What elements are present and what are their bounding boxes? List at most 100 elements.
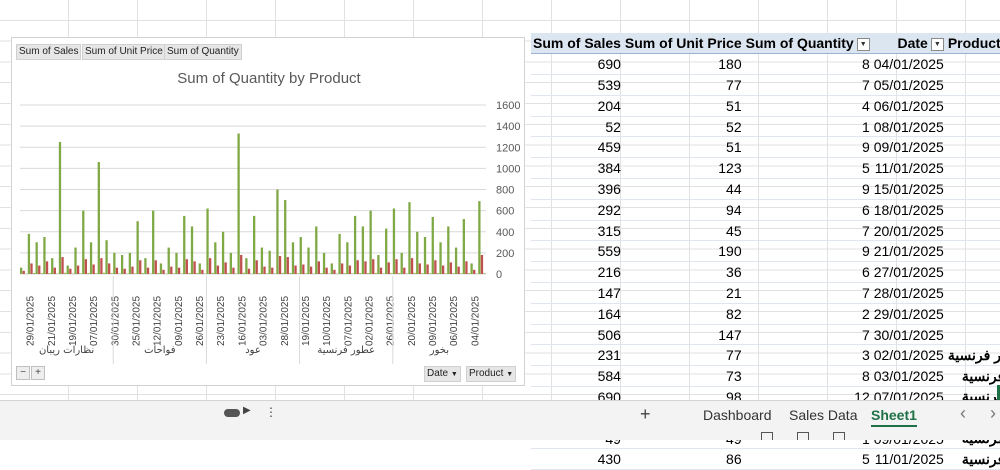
unit-price-cell[interactable]: 123 [622,157,744,180]
filter-dropdown-icon[interactable]: ▼ [856,37,870,51]
product-cell[interactable]: بخور [945,261,1000,284]
unit-price-cell[interactable]: 82 [622,303,744,325]
horizontal-scroll-thumb[interactable] [224,409,240,417]
quantity-cell[interactable]: 5 [743,157,872,180]
pivot-chart[interactable]: Sum of Sales Sum of Unit Price Sum of Qu… [11,37,525,386]
sales-cell[interactable]: 506 [531,324,623,346]
product-cell[interactable]: بخور [945,282,1000,304]
sales-cell[interactable]: 539 [531,74,623,96]
sales-cell[interactable]: 384 [531,157,623,180]
unit-price-cell[interactable]: 86 [622,448,744,470]
quantity-cell[interactable]: 9 [743,136,872,159]
tab-sales-data[interactable]: Sales Data [789,407,858,423]
unit-price-cell[interactable]: 21 [622,282,744,304]
unit-price-cell[interactable]: 77 [622,74,744,96]
sales-cell[interactable]: 52 [531,116,623,138]
sales-cell[interactable]: 690 [531,53,623,76]
unit-price-cell[interactable]: 51 [622,136,744,159]
sales-cell[interactable]: 584 [531,365,623,388]
date-cell[interactable]: 27/01/2025 [871,261,946,284]
sales-cell[interactable]: 204 [531,95,623,117]
product-cell[interactable]: بخور [945,220,1000,242]
expand-field-button[interactable]: + [31,366,45,380]
date-cell[interactable]: 15/01/2025 [871,178,946,200]
quantity-cell[interactable]: 7 [743,74,872,96]
pivot-table[interactable]: Sum of Sales Sum of Unit Price Sum of Qu… [531,33,1000,470]
quantity-cell[interactable]: 6 [743,199,872,221]
header-sum-of-quantity[interactable]: Sum of Quantity ▼ [743,33,872,55]
unit-price-cell[interactable]: 94 [622,199,744,221]
date-cell[interactable]: 21/01/2025 [871,240,946,263]
sales-cell[interactable]: 147 [531,282,623,304]
sales-cell[interactable]: 216 [531,261,623,284]
tab-dashboard[interactable]: Dashboard [703,407,772,423]
unit-price-cell[interactable]: 77 [622,344,744,367]
date-cell[interactable]: 09/01/2025 [871,136,946,159]
header-sum-of-sales[interactable]: Sum of Sales [531,33,623,55]
unit-price-cell[interactable]: 147 [622,324,744,346]
unit-price-cell[interactable]: 73 [622,365,744,388]
date-cell[interactable]: 04/01/2025 [871,53,946,76]
sales-cell[interactable]: 430 [531,448,623,470]
quantity-cell[interactable]: 2 [743,303,872,325]
product-cell[interactable]: بخور [945,74,1000,96]
unit-price-cell[interactable]: 180 [622,53,744,76]
quantity-cell[interactable]: 8 [743,365,872,388]
unit-price-cell[interactable]: 45 [622,220,744,242]
quantity-cell[interactable]: 6 [743,261,872,284]
add-sheet-button[interactable]: + [640,404,651,424]
quantity-cell[interactable]: 7 [743,220,872,242]
quantity-cell[interactable]: 5 [743,448,872,470]
date-cell[interactable]: 05/01/2025 [871,74,946,96]
header-date[interactable]: Date ▼ [871,33,946,55]
normal-view-icon[interactable] [761,432,773,440]
field-button-quantity[interactable]: Sum of Quantity [164,44,242,60]
more-options-icon[interactable]: ⋮ [265,405,277,419]
field-button-sales[interactable]: Sum of Sales [16,44,82,60]
axis-filter-date[interactable]: Date ▼ [424,366,461,382]
sales-cell[interactable]: 315 [531,220,623,242]
axis-filter-product[interactable]: Product ▼ [466,366,517,382]
quantity-cell[interactable]: 4 [743,95,872,117]
quantity-cell[interactable]: 7 [743,324,872,346]
product-cell[interactable]: بخور [945,303,1000,325]
page-break-view-icon[interactable] [833,432,845,440]
product-cell[interactable]: بخور [945,95,1000,117]
next-sheet-icon[interactable]: › [990,403,996,423]
date-cell[interactable]: 11/01/2025 [871,448,946,470]
product-cell[interactable]: بخور [945,157,1000,180]
quantity-cell[interactable]: 8 [743,53,872,76]
unit-price-cell[interactable]: 44 [622,178,744,200]
collapse-field-button[interactable]: − [16,366,30,380]
date-cell[interactable]: 29/01/2025 [871,303,946,325]
unit-price-cell[interactable]: 51 [622,95,744,117]
product-cell[interactable]: بخور [945,116,1000,138]
date-cell[interactable]: 30/01/2025 [871,324,946,346]
date-cell[interactable]: 18/01/2025 [871,199,946,221]
unit-price-cell[interactable]: 36 [622,261,744,284]
date-cell[interactable]: 08/01/2025 [871,116,946,138]
product-cell[interactable]: عطور فرنسية [945,365,1000,388]
header-sum-of-unit-price[interactable]: Sum of Unit Price [622,33,744,55]
date-cell[interactable]: 11/01/2025 [871,157,946,180]
sales-cell[interactable]: 559 [531,240,623,263]
sales-cell[interactable]: 396 [531,178,623,200]
filter-dropdown-icon[interactable]: ▼ [930,37,944,51]
date-cell[interactable]: 03/01/2025 [871,365,946,388]
scroll-right-icon[interactable]: ▶ [243,405,251,416]
product-cell[interactable]: بخور [945,199,1000,221]
date-cell[interactable]: 02/01/2025 [871,344,946,367]
date-cell[interactable]: 28/01/2025 [871,282,946,304]
